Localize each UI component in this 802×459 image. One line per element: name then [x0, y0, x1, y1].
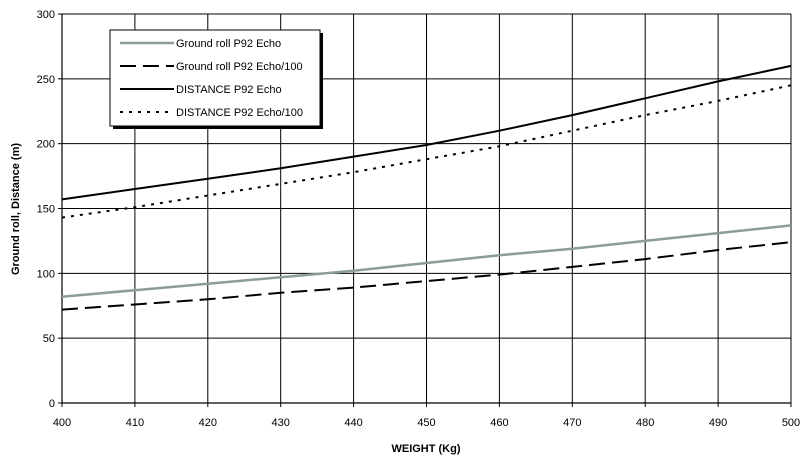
axes	[58, 13, 792, 407]
series-line-1	[61, 224, 792, 298]
x-tick-label: 420	[199, 417, 217, 429]
x-tick-label: 450	[417, 417, 435, 429]
y-tick-label: 100	[37, 268, 55, 280]
x-axis-title: WEIGHT (Kg)	[391, 443, 460, 455]
series-line-3	[61, 64, 792, 201]
legend-box	[109, 29, 321, 127]
x-tick-label: 500	[782, 417, 800, 429]
legend-label-3: DISTANCE P92 Echo	[176, 84, 282, 96]
y-axis-title: Ground roll, Distance (m)	[10, 143, 22, 275]
series-lines	[61, 64, 792, 311]
series-line-2	[61, 241, 792, 311]
grid	[62, 13, 792, 403]
y-tick-labels: 0 50 100 150 200 250 300	[37, 9, 55, 410]
x-tick-label: 490	[709, 417, 727, 429]
y-tick-label: 200	[37, 139, 55, 151]
x-tick-label: 430	[272, 417, 290, 429]
legend-label-1: Ground roll P92 Echo	[176, 38, 281, 50]
x-tick-label: 480	[636, 417, 654, 429]
x-tick-label: 470	[563, 417, 581, 429]
x-tick-label: 440	[344, 417, 362, 429]
y-tick-label: 150	[37, 204, 55, 216]
y-tick-label: 50	[43, 333, 55, 345]
legend-label-2: Ground roll P92 Echo/100	[176, 61, 303, 73]
x-tick-label: 410	[126, 417, 144, 429]
x-tick-labels: 400 410 420 430 440 450 460 470 480 490 500	[53, 417, 800, 429]
y-tick-label: 0	[49, 398, 55, 410]
series-line-4	[61, 84, 792, 219]
legend-label-4: DISTANCE P92 Echo/100	[176, 107, 303, 119]
x-tick-label: 400	[53, 417, 71, 429]
y-tick-label: 250	[37, 74, 55, 86]
x-tick-label: 460	[490, 417, 508, 429]
y-tick-label: 300	[37, 9, 55, 21]
legend: Ground roll P92 Echo Ground roll P92 Echo…	[109, 29, 323, 129]
